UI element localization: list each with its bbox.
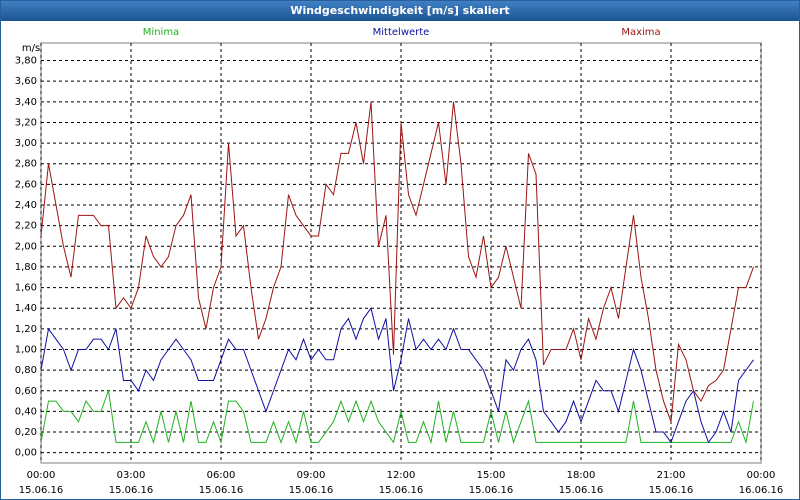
y-tick-label: 1,40 <box>15 303 37 314</box>
y-axis-label: m/s <box>22 43 40 54</box>
y-tick-label: 1,20 <box>15 324 37 335</box>
x-tick-date: 15.06.16 <box>199 485 244 496</box>
x-tick-date: 15.06.16 <box>649 485 694 496</box>
y-tick-label: 0,20 <box>15 427 37 438</box>
chart: m/s 0,00 0,20 0,40 0,60 0,80 1,00 1,20 1,40 1,60… <box>15 27 784 496</box>
y-tick-label: 3,60 <box>15 76 37 87</box>
y-tick-label: 3,80 <box>15 56 37 67</box>
x-tick-date: 16.06.16 <box>739 485 784 496</box>
y-tick-label: 2,00 <box>15 241 37 252</box>
y-tick-label: 0,40 <box>15 406 37 417</box>
x-tick-date: 15.06.16 <box>19 485 64 496</box>
x-tick-date: 15.06.16 <box>289 485 334 496</box>
x-tick-label: 15:00 <box>477 470 506 481</box>
y-tick-label: 3,20 <box>15 117 37 128</box>
legend-entry: Minima <box>143 27 179 38</box>
y-tick-label: 2,20 <box>15 221 37 232</box>
y-tick-label: 0,80 <box>15 365 37 376</box>
legend-entry: Maxima <box>621 27 660 38</box>
x-tick-label: 03:00 <box>117 470 146 481</box>
y-tick-label: 1,60 <box>15 283 37 294</box>
y-tick-label: 3,00 <box>15 138 37 149</box>
legend-entry: Mittelwerte <box>373 27 430 38</box>
x-tick-label: 12:00 <box>387 470 416 481</box>
y-tick-label: 2,80 <box>15 159 37 170</box>
x-tick-label: 21:00 <box>657 470 686 481</box>
title-bar: Windgeschwindigkeit [m/s] skaliert <box>1 1 799 21</box>
data-line <box>40 101 754 422</box>
data-line <box>40 307 754 444</box>
x-tick-label: 06:00 <box>207 470 236 481</box>
x-tick-date: 15.06.16 <box>379 485 424 496</box>
y-tick-label: 1,80 <box>15 262 37 273</box>
x-tick-date: 15.06.16 <box>469 485 514 496</box>
x-tick-label: 00:00 <box>747 470 776 481</box>
y-tick-label: 3,40 <box>15 97 37 108</box>
x-tick-label: 09:00 <box>297 470 326 481</box>
x-tick-date: 15.06.16 <box>109 485 154 496</box>
x-tick-date: 15.06.16 <box>559 485 604 496</box>
y-tick-label: 2,60 <box>15 179 37 190</box>
x-tick-label: 00:00 <box>27 470 56 481</box>
y-tick-label: 0,60 <box>15 386 37 397</box>
data-line <box>40 390 754 445</box>
y-tick-label: 1,00 <box>15 344 37 355</box>
x-tick-label: 18:00 <box>567 470 596 481</box>
y-tick-label: 2,40 <box>15 200 37 211</box>
y-tick-label: 0,00 <box>15 448 37 459</box>
